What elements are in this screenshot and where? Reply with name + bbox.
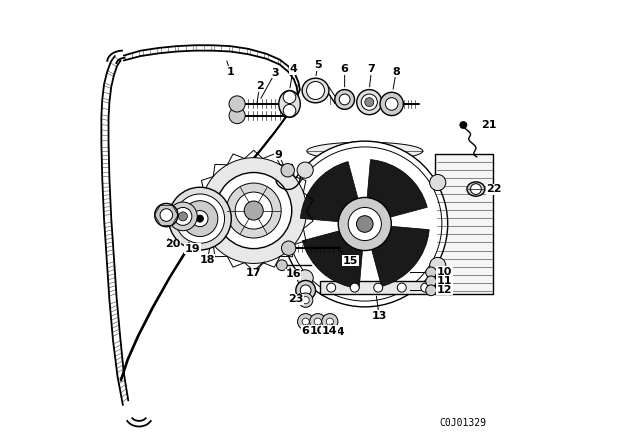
- Text: 22: 22: [486, 184, 502, 194]
- Circle shape: [168, 187, 231, 250]
- Circle shape: [160, 209, 173, 221]
- Circle shape: [288, 147, 442, 301]
- Text: 11: 11: [436, 276, 452, 286]
- Circle shape: [374, 283, 383, 292]
- Circle shape: [397, 283, 406, 292]
- Circle shape: [314, 318, 321, 325]
- Circle shape: [282, 141, 448, 307]
- Circle shape: [182, 201, 218, 237]
- Text: 6: 6: [301, 326, 310, 336]
- Text: 23: 23: [287, 294, 303, 304]
- Circle shape: [348, 207, 381, 241]
- Circle shape: [421, 283, 430, 292]
- Circle shape: [429, 257, 446, 273]
- Text: 8: 8: [392, 67, 400, 77]
- Wedge shape: [367, 159, 428, 219]
- Circle shape: [356, 216, 373, 233]
- Text: 19: 19: [184, 244, 200, 254]
- Circle shape: [429, 174, 446, 191]
- Circle shape: [327, 283, 336, 292]
- Circle shape: [226, 183, 281, 238]
- Circle shape: [385, 98, 398, 110]
- Circle shape: [307, 82, 324, 99]
- Wedge shape: [371, 226, 429, 286]
- Text: 5: 5: [314, 60, 321, 70]
- Circle shape: [298, 293, 313, 307]
- Circle shape: [196, 215, 204, 222]
- Circle shape: [174, 207, 192, 225]
- Text: 14: 14: [330, 327, 346, 336]
- Text: 14: 14: [322, 326, 338, 336]
- Text: 13: 13: [371, 311, 387, 321]
- Text: 20: 20: [165, 239, 180, 249]
- Text: 3: 3: [271, 68, 279, 78]
- Text: 1: 1: [227, 67, 234, 77]
- Bar: [435, 154, 493, 294]
- Circle shape: [281, 164, 294, 177]
- Circle shape: [339, 94, 350, 105]
- Text: 4: 4: [289, 65, 297, 74]
- Circle shape: [298, 314, 314, 330]
- Circle shape: [168, 202, 197, 231]
- Text: 21: 21: [481, 121, 497, 130]
- Text: 18: 18: [199, 255, 215, 265]
- Circle shape: [326, 318, 333, 325]
- Text: 10: 10: [310, 326, 326, 336]
- Circle shape: [297, 270, 313, 286]
- Ellipse shape: [307, 142, 423, 160]
- Circle shape: [276, 260, 287, 271]
- Circle shape: [322, 314, 338, 330]
- Circle shape: [460, 121, 467, 129]
- Ellipse shape: [302, 78, 329, 103]
- Circle shape: [426, 267, 436, 278]
- Circle shape: [229, 108, 245, 124]
- Text: C0J01329: C0J01329: [440, 418, 487, 428]
- Circle shape: [296, 280, 316, 300]
- Circle shape: [350, 283, 359, 292]
- Circle shape: [426, 276, 436, 287]
- Circle shape: [216, 172, 292, 249]
- Bar: [320, 281, 432, 294]
- Circle shape: [310, 314, 326, 330]
- Text: 12: 12: [436, 285, 452, 295]
- Text: 9: 9: [275, 150, 283, 159]
- Circle shape: [356, 90, 382, 115]
- Text: 7: 7: [367, 65, 376, 74]
- Text: 2: 2: [255, 81, 264, 91]
- Circle shape: [244, 201, 263, 220]
- Circle shape: [302, 318, 309, 325]
- Text: 16: 16: [285, 269, 301, 279]
- Text: 10: 10: [437, 267, 452, 277]
- Circle shape: [282, 241, 296, 255]
- Circle shape: [155, 203, 178, 227]
- Circle shape: [380, 92, 403, 116]
- Ellipse shape: [279, 90, 300, 117]
- Circle shape: [365, 98, 374, 107]
- Circle shape: [302, 297, 309, 304]
- Circle shape: [339, 198, 391, 250]
- Text: 6: 6: [340, 65, 349, 74]
- Text: 15: 15: [343, 256, 358, 266]
- Circle shape: [426, 285, 436, 296]
- Circle shape: [361, 94, 378, 110]
- Circle shape: [300, 285, 311, 296]
- Circle shape: [201, 158, 307, 263]
- Circle shape: [335, 90, 355, 109]
- Circle shape: [175, 194, 225, 243]
- Circle shape: [470, 184, 481, 194]
- Circle shape: [284, 104, 296, 117]
- Circle shape: [192, 211, 208, 227]
- Circle shape: [297, 162, 313, 178]
- Circle shape: [284, 91, 296, 103]
- Ellipse shape: [467, 182, 485, 196]
- Circle shape: [235, 192, 272, 229]
- Wedge shape: [302, 229, 363, 289]
- Text: 17: 17: [246, 268, 262, 278]
- Circle shape: [179, 212, 188, 221]
- Circle shape: [229, 96, 245, 112]
- Wedge shape: [300, 162, 359, 222]
